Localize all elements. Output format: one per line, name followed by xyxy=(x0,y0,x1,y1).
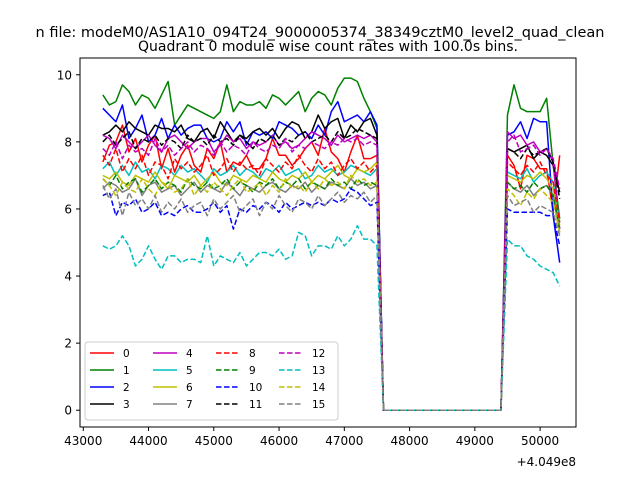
legend-label-10: 10 xyxy=(249,382,262,394)
y-tick-label: 0 xyxy=(64,404,72,418)
legend-label-6: 6 xyxy=(186,382,193,394)
y-tick-label: 10 xyxy=(57,68,72,82)
plot-area xyxy=(102,77,561,411)
x-axis: 43000 44000 45000 46000 47000 48000 49000 50000 xyxy=(64,427,559,448)
x-tick-label: 47000 xyxy=(325,434,363,448)
x-tick-label: 44000 xyxy=(129,434,167,448)
legend-label-13: 13 xyxy=(312,365,325,377)
legend-label-3: 3 xyxy=(123,399,130,411)
legend-label-11: 11 xyxy=(249,399,262,411)
y-tick-label: 4 xyxy=(64,270,72,284)
legend-label-9: 9 xyxy=(249,365,256,377)
legend-label-12: 12 xyxy=(312,348,325,360)
series-line-10 xyxy=(102,188,561,411)
x-offset-label: +4.049e8 xyxy=(517,455,576,469)
y-axis: 0 2 4 6 8 10 xyxy=(57,68,80,418)
x-tick-label: 46000 xyxy=(260,434,298,448)
chart-title: Quadrant 0 module wise count rates with … xyxy=(138,39,518,55)
y-tick-label: 2 xyxy=(64,337,72,351)
legend-label-4: 4 xyxy=(186,348,193,360)
legend-label-7: 7 xyxy=(186,399,193,411)
legend-label-0: 0 xyxy=(123,348,130,360)
x-tick-label: 50000 xyxy=(521,434,559,448)
legend-label-5: 5 xyxy=(186,365,193,377)
x-tick-label: 45000 xyxy=(195,434,233,448)
legend-label-1: 1 xyxy=(123,365,130,377)
series-line-15 xyxy=(102,185,561,411)
legend-label-14: 14 xyxy=(312,382,326,394)
legend-label-15: 15 xyxy=(312,399,325,411)
y-tick-label: 8 xyxy=(64,135,72,149)
legend-label-2: 2 xyxy=(123,382,130,394)
y-tick-label: 6 xyxy=(64,202,72,216)
legend-box xyxy=(84,341,339,421)
x-tick-label: 49000 xyxy=(456,434,494,448)
figure-suptitle: n file: modeM0/AS1A10_094T24_9000005374_… xyxy=(36,25,605,41)
x-tick-label: 48000 xyxy=(390,434,428,448)
legend-label-8: 8 xyxy=(249,348,256,360)
x-tick-label: 43000 xyxy=(64,434,102,448)
axes-frame xyxy=(79,57,577,428)
